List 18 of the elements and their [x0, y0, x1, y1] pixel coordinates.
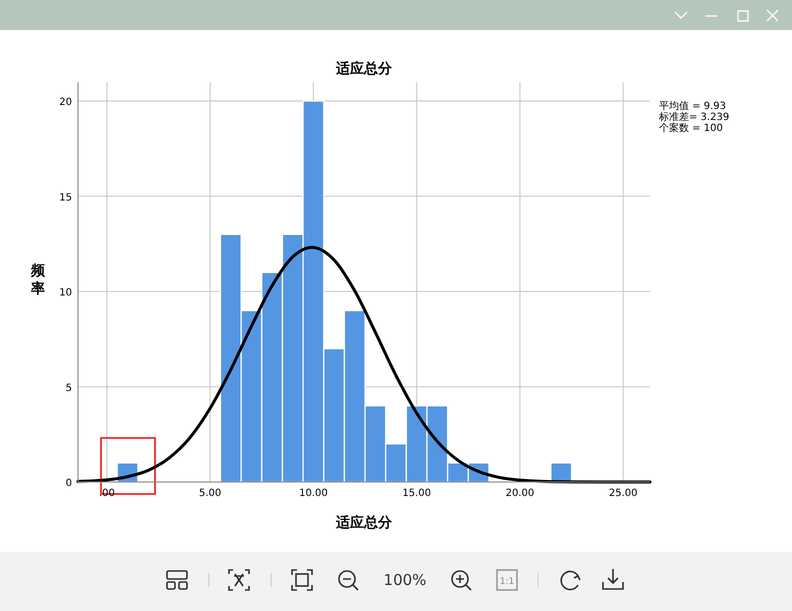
y-tick-label: 10	[59, 288, 72, 299]
chart-title: 适应总分	[335, 60, 393, 77]
y-tick-label: 5	[66, 382, 72, 394]
text: 100%	[384, 571, 426, 589]
text: 1:1	[500, 577, 514, 587]
x-tick-label: 20.00	[506, 488, 534, 499]
x-tick-label: 25.00	[608, 488, 638, 499]
x-tick-label: 10.00	[299, 488, 328, 499]
text: 个案数 = 100	[659, 122, 723, 134]
text: 平均值 = 9.93	[659, 100, 726, 112]
y-tick-label: 20	[59, 97, 72, 108]
text: 标准差= 3.239	[658, 111, 730, 123]
y-tick-label: 15	[59, 192, 72, 204]
x-tick-label: 15.00	[402, 488, 431, 499]
x-axis-title: 适应总分	[335, 514, 393, 531]
y-tick-label: 0	[66, 478, 72, 489]
y-axis-title: 频率	[30, 263, 46, 297]
x-tick-label: 5.00	[199, 488, 222, 499]
